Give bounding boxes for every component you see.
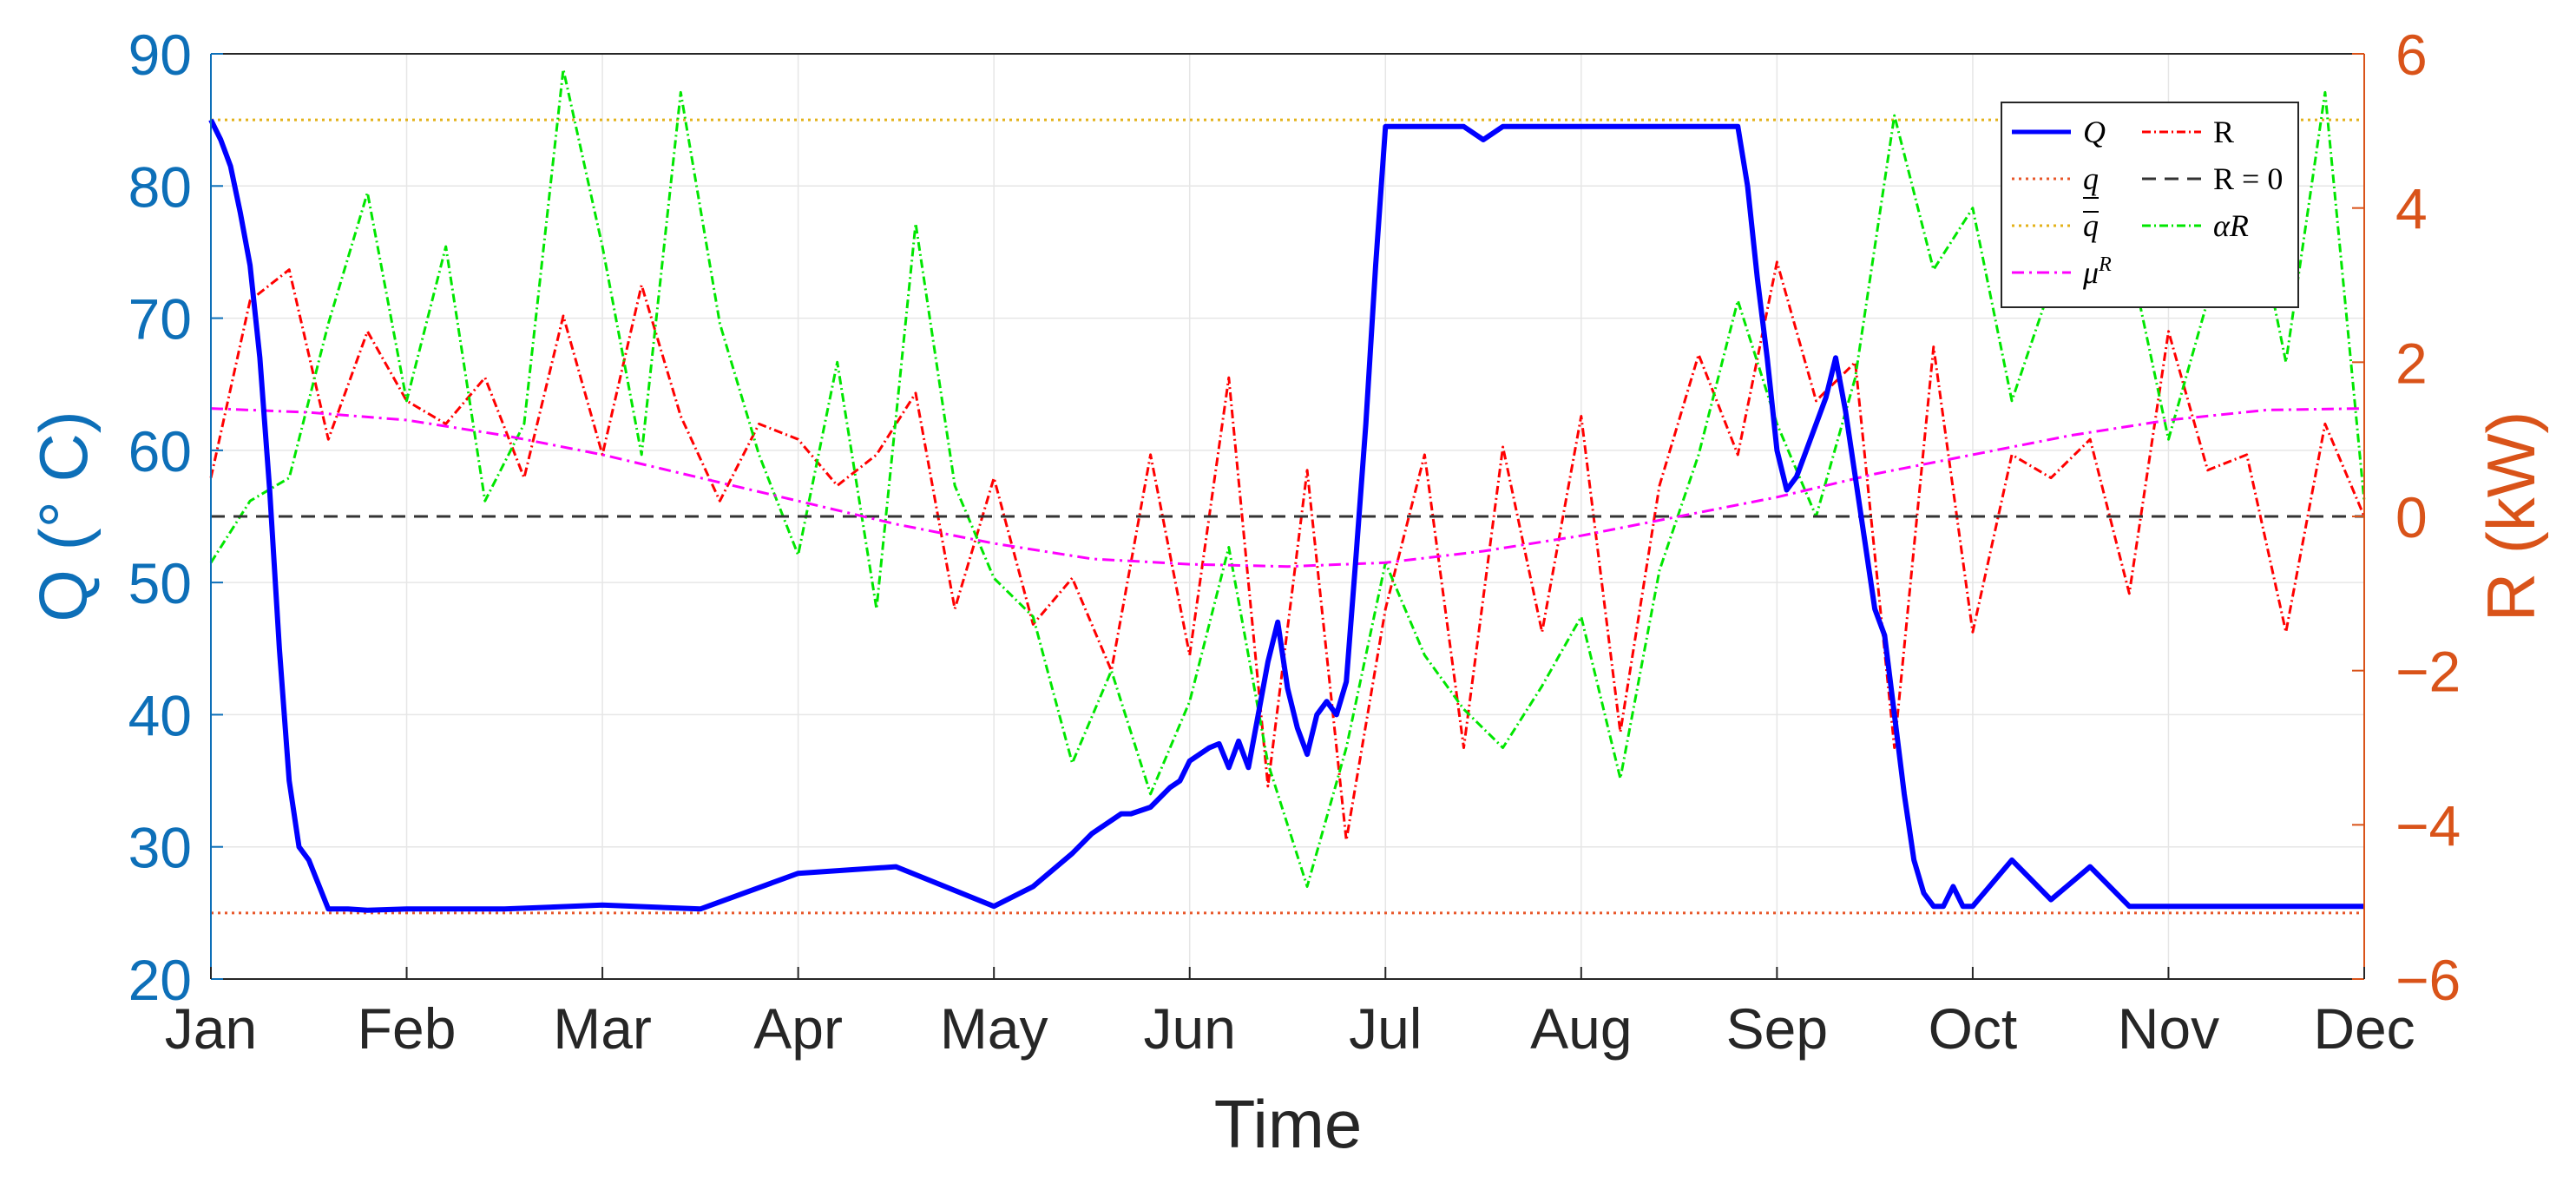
- legend-box: [2001, 102, 2299, 308]
- legend-label-q_lower: q: [2083, 161, 2099, 196]
- legend-label-Q: Q: [2083, 115, 2106, 149]
- plot-area: [208, 68, 2366, 915]
- legend-label-R_zero: R = 0: [2213, 161, 2283, 196]
- x-axis-label: Time: [1214, 1086, 1362, 1162]
- x-tick-label: Dec: [2313, 996, 2415, 1061]
- series-line-Q: [208, 118, 2364, 913]
- y-tick-label-right: −6: [2395, 948, 2461, 1012]
- y-tick-label-left: 60: [128, 419, 192, 483]
- x-tick-label: Mar: [553, 996, 652, 1061]
- y-tick-label-left: 80: [128, 154, 192, 219]
- x-tick-label: May: [940, 996, 1048, 1061]
- y-tick-label-right: 6: [2395, 23, 2428, 87]
- axes: 20 30 40 50 60 70 80 90 −6 −4 −2 0 2 4 6 Jan Feb Mar Apr Ma…: [25, 23, 2549, 1162]
- y-tick-label-right: 0: [2395, 485, 2428, 549]
- x-tick-label: Apr: [753, 996, 843, 1061]
- y-tick-label-left: 40: [128, 683, 192, 747]
- y-tick-label-left: 30: [128, 816, 192, 880]
- y-axis-label-left: Q (° C): [25, 411, 102, 621]
- legend-label-R: R: [2213, 115, 2234, 149]
- x-tick-label: Nov: [2118, 996, 2219, 1061]
- y-axis-label-right: R (kW): [2473, 411, 2549, 622]
- y-tick-label-left: 70: [128, 287, 192, 352]
- y-tick-label-left: 20: [128, 948, 192, 1012]
- series-line-R: [209, 260, 2366, 842]
- legend-label-q_upper: q: [2083, 208, 2099, 243]
- x-tick-label: Jun: [1144, 996, 1236, 1061]
- x-tick-label: Jul: [1349, 996, 1422, 1061]
- x-tick-label: Jan: [165, 996, 257, 1061]
- y-tick-label-left: 50: [128, 551, 192, 615]
- y-tick-label-right: −2: [2395, 640, 2461, 704]
- series-line-alphaR: [209, 68, 2366, 888]
- x-tick-label: Aug: [1530, 996, 1632, 1061]
- legend-label-sup: R: [2098, 253, 2112, 276]
- x-tick-label: Sep: [1726, 996, 1828, 1061]
- y-tick-label-right: −4: [2395, 793, 2461, 858]
- legend-label-alphaR: αR: [2213, 208, 2249, 243]
- y-tick-label-left: 90: [128, 23, 192, 87]
- y-tick-label-right: 2: [2395, 331, 2428, 395]
- series-line-muR: [210, 407, 2365, 568]
- y-tick-label-right: 4: [2395, 177, 2428, 241]
- x-tick-label: Feb: [358, 996, 457, 1061]
- x-tick-label: Oct: [1929, 996, 2018, 1061]
